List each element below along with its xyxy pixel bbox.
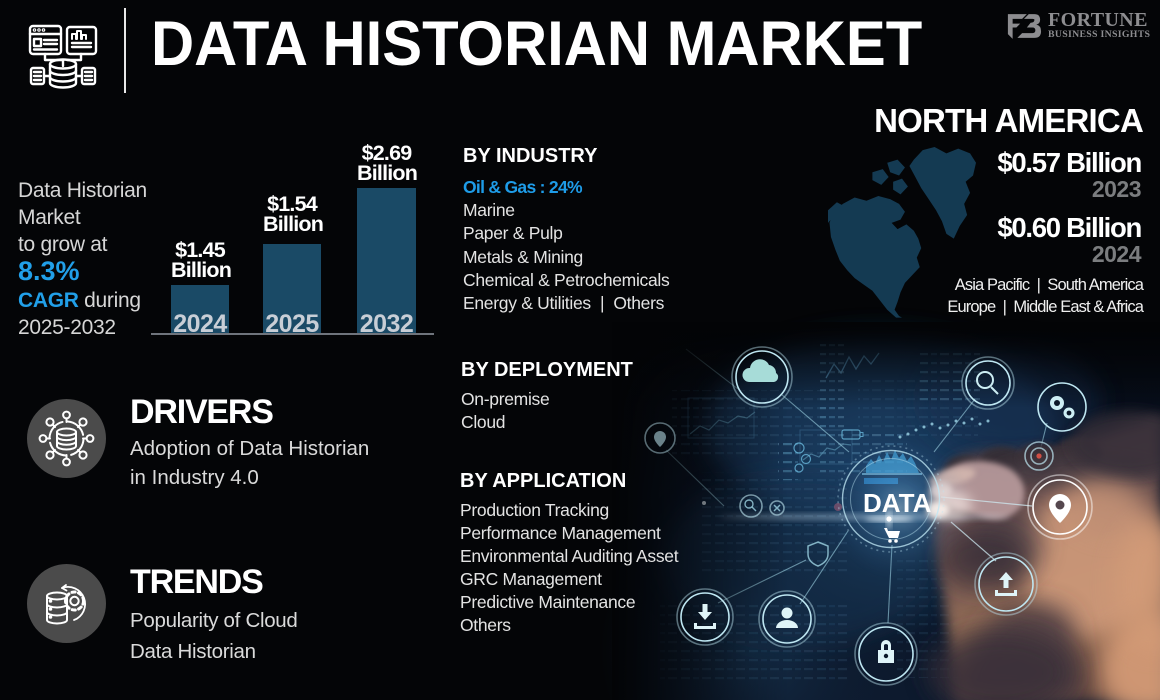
- svg-text:DATA: DATA: [863, 488, 932, 518]
